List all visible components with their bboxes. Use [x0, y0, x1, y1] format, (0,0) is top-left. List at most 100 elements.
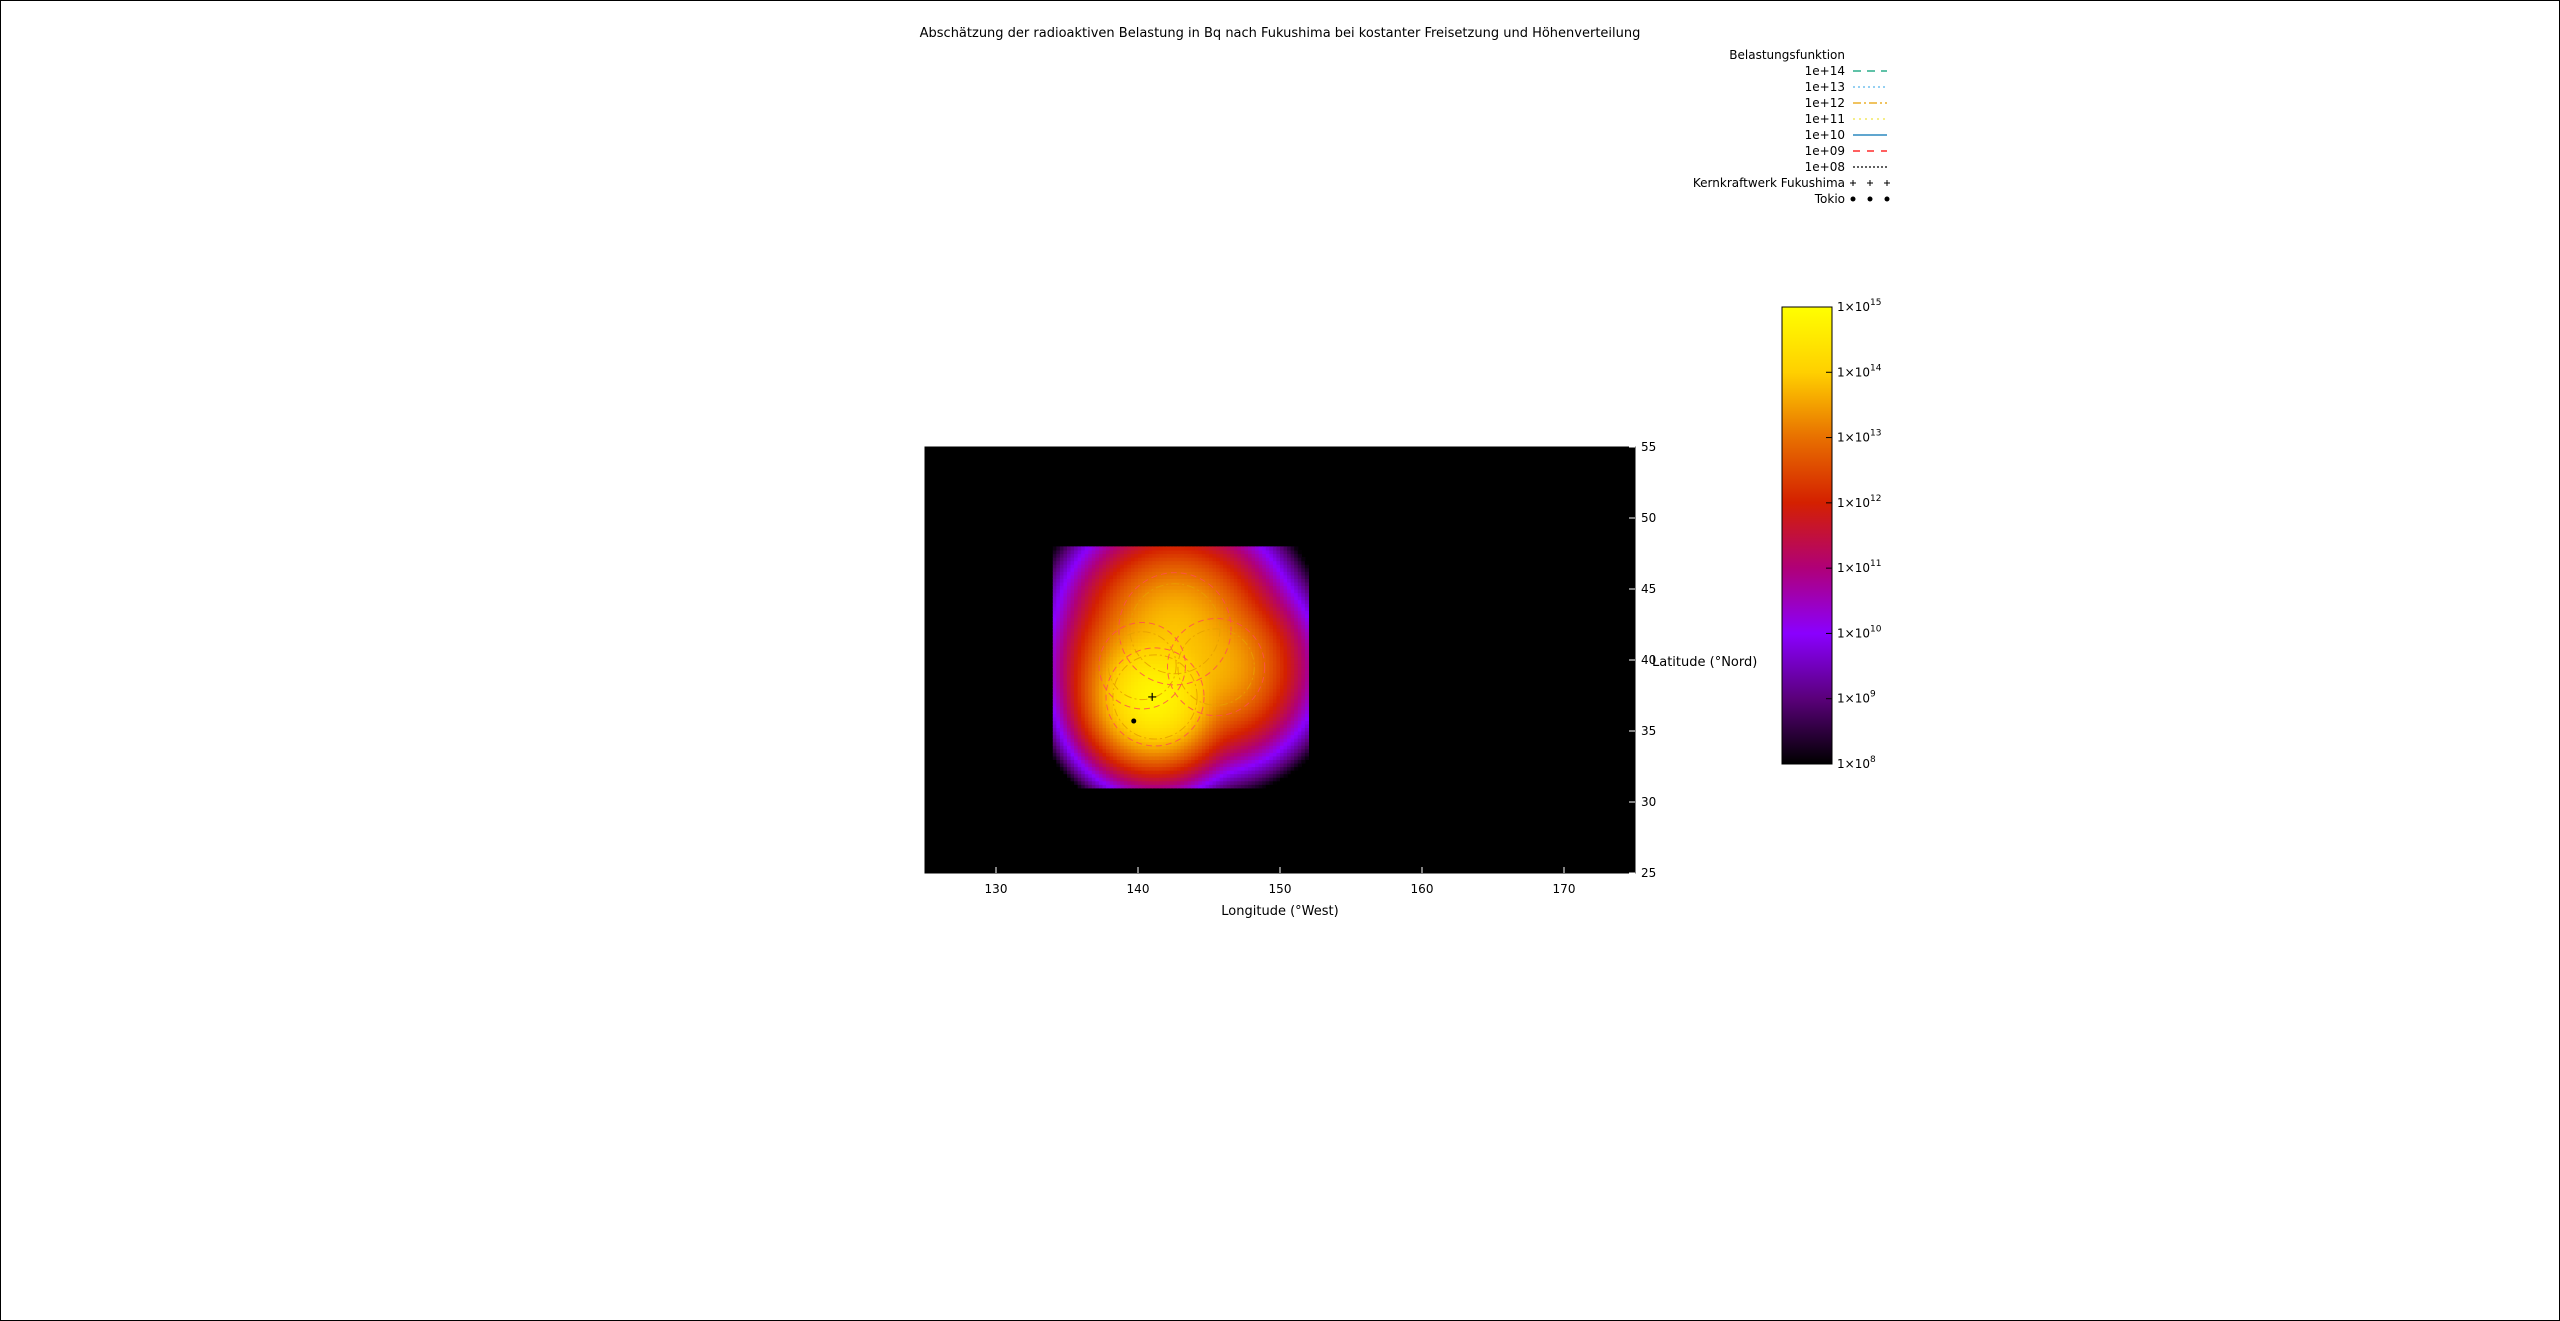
heatmap-cell [1290, 738, 1295, 743]
heatmap-cell [1152, 564, 1157, 569]
heatmap-cell [1230, 617, 1235, 622]
heatmap-cell [1130, 734, 1136, 739]
heatmap-cell [1102, 695, 1107, 700]
heatmap-cell [1290, 727, 1295, 732]
heatmap-cell [1134, 599, 1139, 604]
heatmap-cell [1230, 702, 1235, 707]
heatmap-cell [1145, 638, 1150, 643]
heatmap-cell [1272, 667, 1278, 672]
heatmap-cell [1223, 677, 1228, 682]
heatmap-cell [1141, 759, 1146, 764]
heatmap-cell [1106, 656, 1111, 661]
heatmap-cell [1255, 578, 1260, 583]
heatmap-cell [1102, 656, 1107, 661]
heatmap-cell [1134, 777, 1139, 782]
heatmap-cell [1116, 723, 1121, 729]
heatmap-cell [1123, 670, 1128, 675]
heatmap-cell [1294, 628, 1299, 633]
heatmap-cell [1120, 606, 1125, 611]
heatmap-cell [1226, 688, 1231, 693]
heatmap-cell [1258, 713, 1263, 718]
heatmap-cell [1102, 628, 1107, 633]
heatmap-cell [1169, 773, 1175, 778]
heatmap-cell [1130, 670, 1136, 675]
heatmap-cell [1134, 574, 1139, 579]
heatmap-cell [1219, 628, 1224, 633]
heatmap-cell [1255, 734, 1260, 739]
heatmap-cell [1248, 592, 1253, 597]
heatmap-cell [1141, 699, 1146, 704]
heatmap-cell [1240, 649, 1246, 654]
heatmap-cell [1294, 741, 1299, 746]
heatmap-cell [1177, 574, 1182, 579]
heatmap-cell [1116, 624, 1121, 629]
heatmap-cell [1120, 596, 1125, 601]
heatmap-cell [1184, 557, 1189, 562]
heatmap-cell [1155, 567, 1160, 572]
heatmap-cell [1216, 546, 1221, 551]
heatmap-cell [1067, 564, 1072, 569]
heatmap-cell [1205, 759, 1210, 764]
heatmap-cell [1081, 762, 1086, 768]
heatmap-cell [1159, 684, 1164, 689]
heatmap-cell [1244, 784, 1249, 789]
heatmap-cell [1173, 599, 1178, 604]
heatmap-cell [1198, 649, 1203, 654]
heatmap-cell [1272, 560, 1278, 565]
heatmap-cell [1056, 702, 1061, 707]
heatmap-cell [1191, 652, 1196, 658]
heatmap-cell [1130, 589, 1136, 594]
heatmap-cell [1287, 677, 1292, 682]
heatmap-cell [1230, 610, 1235, 615]
heatmap-cell [1223, 560, 1228, 565]
heatmap-cell [1159, 645, 1164, 650]
heatmap-cell [1240, 667, 1246, 672]
heatmap-cell [1262, 755, 1267, 760]
heatmap-cell [1255, 645, 1260, 650]
heatmap-cell [1056, 748, 1061, 753]
heatmap-cell [1134, 684, 1139, 689]
heatmap-cell [1251, 713, 1256, 718]
heatmap-cell [1152, 649, 1157, 654]
heatmap-cell [1077, 688, 1082, 693]
heatmap-cell [1187, 578, 1192, 583]
heatmap-cell [1138, 581, 1143, 587]
heatmap-cell [1141, 578, 1146, 583]
heatmap-cell [1074, 695, 1079, 700]
heatmap-cell [1169, 549, 1175, 555]
heatmap-cell [1216, 603, 1221, 608]
x-axis: 130 140 150 160 170 [985, 867, 1575, 896]
heatmap-cell [1152, 660, 1157, 665]
heatmap-cell [1067, 741, 1072, 746]
heatmap-cell [1127, 720, 1132, 725]
heatmap-cell [1134, 677, 1139, 682]
heatmap-cell [1106, 734, 1111, 739]
heatmap-cell [1191, 716, 1196, 721]
heatmap-cell [1141, 567, 1146, 572]
heatmap-cell [1226, 780, 1231, 785]
heatmap-cell [1180, 716, 1185, 721]
heatmap-cell [1138, 674, 1143, 679]
heatmap-cell [1255, 571, 1260, 576]
heatmap-cell [1116, 585, 1121, 590]
heatmap-cell [1290, 635, 1295, 640]
heatmap-cell [1251, 681, 1256, 686]
heatmap-cell [1294, 549, 1299, 555]
legend-label: Kernkraftwerk Fukushima [1693, 176, 1845, 190]
heatmap-cell [1223, 546, 1228, 551]
heatmap-cell [1123, 596, 1128, 601]
heatmap-cell [1201, 652, 1207, 658]
heatmap-cell [1081, 581, 1086, 587]
heatmap-cell [1166, 592, 1171, 597]
heatmap-cell [1287, 663, 1292, 668]
heatmap-cell [1209, 578, 1214, 583]
heatmap-cell [1216, 702, 1221, 707]
heatmap-cell [1240, 571, 1246, 576]
heatmap-cell [1301, 734, 1306, 739]
heatmap-cell [1077, 706, 1082, 711]
heatmap-cell [1162, 589, 1167, 594]
heatmap-cell [1191, 574, 1196, 579]
heatmap-cell [1145, 770, 1150, 775]
heatmap-cell [1304, 734, 1309, 739]
heatmap-cell [1088, 596, 1093, 601]
